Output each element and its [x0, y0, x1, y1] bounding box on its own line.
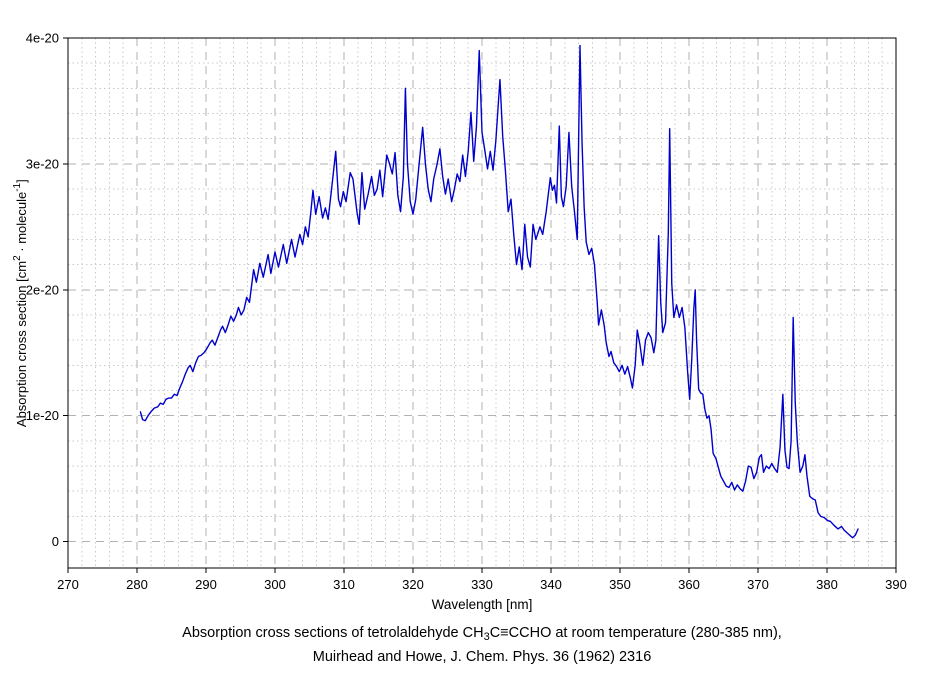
x-tick-label: 340 — [540, 577, 562, 592]
x-tick-label: 350 — [609, 577, 631, 592]
x-tick-label: 270 — [57, 577, 79, 592]
x-tick-label: 330 — [471, 577, 493, 592]
caption-line-1-post: C≡CCHO at room temperature (280-385 nm), — [489, 625, 782, 641]
y-tick-label: 0 — [52, 534, 59, 549]
plot-area: 270 280 290 300 310 320 330 340 350 360 370 380 390 0… — [26, 31, 907, 593]
x-tick-label: 290 — [195, 577, 217, 592]
y-axis-title: Absorption cross section [cm2 · molecule… — [11, 53, 30, 553]
y-axis-title-sup-cm2: 2 — [11, 255, 23, 261]
figure-caption: Absorption cross sections of tetrolaldeh… — [15, 624, 934, 667]
y-axis-title-mid: · molecule — [14, 191, 30, 256]
y-axis-title-sup-molecule: -1 — [11, 182, 23, 192]
x-tick-label: 310 — [333, 577, 355, 592]
x-tick-label: 380 — [816, 577, 838, 592]
caption-line-1: Absorption cross sections of tetrolaldeh… — [15, 624, 934, 648]
y-tick-label: 2e-20 — [26, 282, 59, 297]
x-tick-label: 280 — [126, 577, 148, 592]
y-tick-label: 3e-20 — [26, 156, 59, 171]
caption-line-1-subscript: 3 — [483, 631, 490, 643]
y-tick-label: 4e-20 — [26, 31, 59, 46]
y-axis-title-text: Absorption cross section [cm — [14, 260, 30, 428]
x-tick-label: 300 — [264, 577, 286, 592]
x-tick-label: 320 — [402, 577, 424, 592]
x-tick-label: 390 — [885, 577, 907, 592]
caption-line-2: Muirhead and Howe, J. Chem. Phys. 36 (19… — [312, 648, 652, 665]
y-tick-label: 1e-20 — [26, 408, 59, 423]
caption-line-1-pre: Absorption cross sections of tetrolaldeh… — [182, 625, 484, 641]
x-tick-label: 360 — [678, 577, 700, 592]
x-axis-title: Wavelength [nm] — [431, 597, 533, 612]
spectrum-line — [139, 44, 859, 539]
x-tick-label: 370 — [747, 577, 769, 592]
